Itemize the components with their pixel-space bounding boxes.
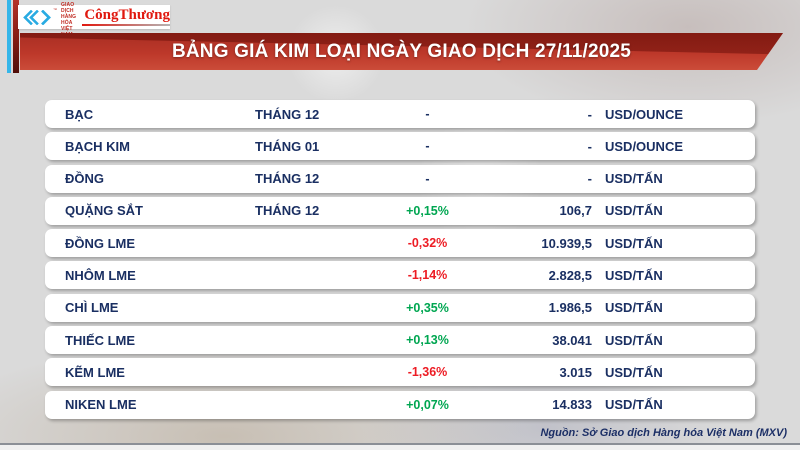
cell-unit: USD/TẤN	[605, 364, 663, 380]
cell-commodity: THIẾC LME	[65, 332, 136, 348]
table-row: KẼM LME -1,36% 3.015 USD/TẤN	[45, 358, 755, 387]
cell-unit: USD/TẤN	[605, 235, 663, 251]
cell-change-percent: -1,36%	[407, 365, 448, 380]
cell-price: 3.015	[559, 364, 592, 380]
table-row: ĐỒNG THÁNG 12 - - USD/TẤN	[45, 164, 755, 193]
congthuong-logo: CôngThương	[82, 8, 170, 26]
bottom-strip	[0, 445, 800, 450]
left-accent-bar-cyan	[7, 0, 11, 73]
cell-commodity: BẠC	[65, 106, 94, 122]
mxv-org-name: SỞ GIAO DỊCH HÀNG HÓA VIỆT NAM	[61, 0, 78, 38]
trademark-symbol: ™	[53, 7, 57, 12]
cell-unit: USD/TẤN	[605, 300, 663, 316]
cell-commodity: NHÔM LME	[65, 267, 136, 283]
bottom-divider	[0, 443, 800, 445]
page-title: BẢNG GIÁ KIM LOẠI NGÀY GIAO DỊCH 27/11/2…	[171, 41, 632, 62]
table-row: BẠC THÁNG 12 - - USD/OUNCE	[45, 100, 755, 128]
cell-unit: USD/TẤN	[605, 397, 663, 413]
cell-price: 106,7	[559, 203, 592, 219]
cell-change-percent: -	[425, 139, 430, 154]
cell-month: THÁNG 12	[255, 203, 320, 219]
cell-unit: USD/TẤN	[605, 203, 663, 219]
table-row: ĐỒNG LME -0,32% 10.939,5 USD/TẤN	[45, 229, 755, 258]
cell-commodity: ĐỒNG LME	[65, 235, 136, 251]
cell-month: THÁNG 01	[255, 138, 320, 154]
cell-unit: USD/OUNCE	[605, 106, 684, 122]
cell-price: 2.828,5	[548, 267, 592, 283]
header-logo-plate: ™ SỞ GIAO DỊCH HÀNG HÓA VIỆT NAM CôngThư…	[18, 0, 170, 38]
cell-commodity: CHÌ LME	[65, 300, 119, 316]
cell-unit: USD/OUNCE	[605, 138, 684, 154]
source-caption: Nguồn: Sở Giao dịch Hàng hóa Việt Nam (M…	[540, 427, 787, 439]
cell-unit: USD/TẤN	[605, 332, 663, 348]
table-row: BẠCH KIM THÁNG 01 - - USD/OUNCE	[45, 132, 755, 161]
cell-month: THÁNG 12	[255, 106, 320, 122]
cell-commodity: QUẶNG SẮT	[65, 203, 143, 219]
cell-change-percent: +0,13%	[406, 333, 449, 348]
cell-commodity: KẼM LME	[65, 364, 125, 380]
cell-price: 38.041	[552, 332, 592, 348]
congthuong-wordmark: CôngThương	[84, 7, 170, 23]
cell-change-percent: +0,07%	[406, 397, 449, 412]
left-accent-bar-maroon	[13, 0, 19, 73]
cell-commodity: ĐỒNG	[65, 171, 104, 187]
cell-price: 1.986,5	[548, 300, 592, 316]
cell-price: -	[587, 171, 592, 187]
title-banner: BẢNG GIÁ KIM LOẠI NGÀY GIAO DỊCH 27/11/2…	[20, 33, 783, 70]
mxv-org-line-1: SỞ GIAO DỊCH	[61, 0, 75, 14]
cell-commodity: NIKEN LME	[65, 397, 137, 413]
table-row: NIKEN LME +0,07% 14.833 USD/TẤN	[45, 390, 755, 419]
cell-unit: USD/TẤN	[605, 267, 663, 283]
mxv-org-line-2: HÀNG HÓA	[61, 14, 77, 26]
cell-commodity: BẠCH KIM	[65, 138, 130, 154]
price-table: BẠC THÁNG 12 - - USD/OUNCE BẠCH KIM THÁN…	[45, 100, 755, 419]
cell-change-percent: +0,35%	[406, 300, 449, 315]
cell-price: 10.939,5	[541, 235, 592, 251]
cell-price: 14.833	[552, 397, 592, 413]
cell-change-percent: -1,14%	[407, 268, 448, 283]
table-row: NHÔM LME -1,14% 2.828,5 USD/TẤN	[45, 261, 755, 290]
cell-price: -	[587, 138, 592, 154]
cell-change-percent: -	[425, 107, 430, 121]
cell-month: THÁNG 12	[255, 171, 320, 187]
mxv-chevrons-icon	[23, 9, 51, 25]
cell-change-percent: -	[425, 171, 430, 186]
cell-change-percent: -0,32%	[407, 236, 448, 251]
cell-change-percent: +0,15%	[406, 203, 449, 218]
cell-unit: USD/TẤN	[605, 171, 663, 187]
table-row: THIẾC LME +0,13% 38.041 USD/TẤN	[45, 326, 755, 355]
table-row: QUẶNG SẮT THÁNG 12 +0,15% 106,7 USD/TẤN	[45, 196, 755, 225]
table-row: CHÌ LME +0,35% 1.986,5 USD/TẤN	[45, 293, 755, 322]
cell-price: -	[587, 106, 592, 122]
congthuong-underline	[82, 24, 170, 26]
